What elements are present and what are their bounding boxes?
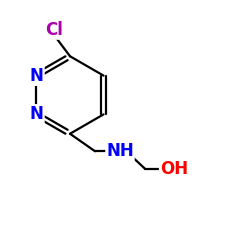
Text: OH: OH: [160, 160, 188, 178]
Text: NH: NH: [106, 142, 134, 160]
Text: N: N: [30, 106, 44, 123]
Text: Cl: Cl: [45, 21, 63, 39]
Text: N: N: [30, 66, 44, 84]
